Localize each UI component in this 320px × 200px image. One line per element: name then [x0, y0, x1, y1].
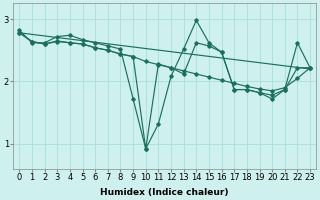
X-axis label: Humidex (Indice chaleur): Humidex (Indice chaleur): [100, 188, 229, 197]
